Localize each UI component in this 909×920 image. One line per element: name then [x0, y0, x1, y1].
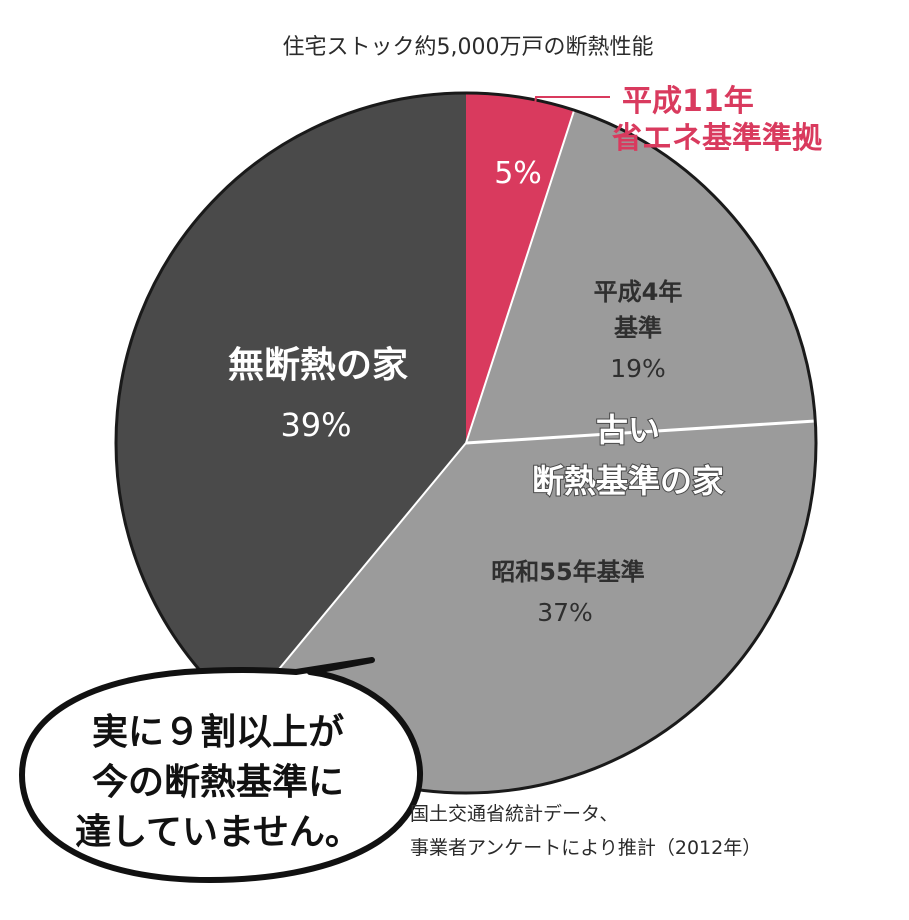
slice-divider [465, 419, 816, 445]
pie-outline [114, 91, 818, 795]
slice-label-heisei4-line-1: 平成4年 [594, 278, 683, 306]
slice-showa55 [242, 421, 816, 793]
callout-label-line-2: 省エネ基準準拠 [612, 121, 823, 156]
speech-bubble [19, 657, 424, 883]
source-line-1: 国土交通省統計データ、 [410, 803, 618, 825]
bubble-line-2: 今の断熱基準に [92, 762, 344, 803]
group-label-line-2: 断熱基準の家 [532, 462, 724, 500]
callout-leader-line [527, 96, 610, 157]
slice-pct-39: 39% [280, 406, 351, 444]
source-line-2: 事業者アンケートにより推計（2012年） [410, 837, 761, 859]
slice-mudannetsu [115, 93, 467, 713]
slice-pct-37: 37% [537, 598, 593, 627]
slice-heisei11 [466, 93, 575, 443]
callout-label-line-1: 平成11年 [622, 84, 754, 119]
slice-pct-5: 5% [494, 156, 542, 191]
slice-label-showa55: 昭和55年基準 [491, 558, 644, 586]
slice-label-heisei4-line-2: 基準 [614, 314, 662, 342]
bubble-line-1: 実に９割以上が [92, 712, 344, 753]
pie-dividers [114, 91, 818, 795]
slice-divider [242, 442, 467, 714]
slice-label-mudannetsu: 無断熱の家 [228, 345, 408, 386]
slice-divider [465, 109, 576, 444]
chart-title: 住宅ストック約5,000万戸の断熱性能 [283, 35, 654, 60]
bubble-line-3: 達していません。 [75, 812, 361, 853]
group-label-line-1: 古い [596, 411, 660, 449]
slice-heisei4 [466, 110, 816, 443]
slice-pct-19: 19% [610, 354, 666, 383]
pie-slices [115, 93, 816, 793]
